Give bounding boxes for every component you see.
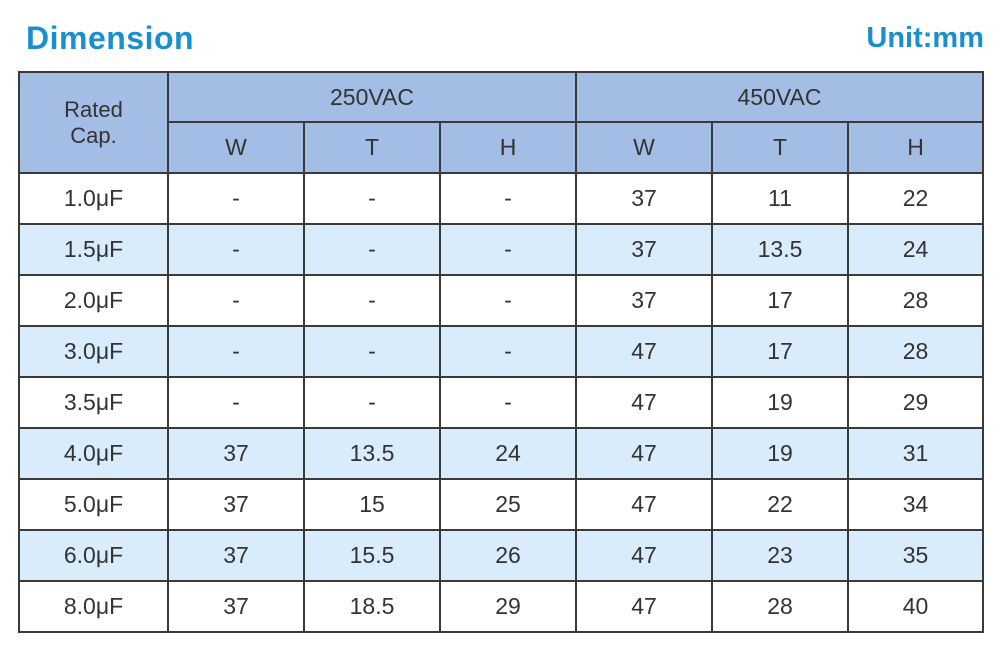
- capacitance-cell: 8.0μF: [18, 580, 169, 633]
- table-row: 4.0μF 37 13.5 24 47 19 31: [18, 427, 984, 480]
- table-cell: 24: [439, 427, 577, 480]
- table-cell: -: [167, 274, 305, 327]
- capacitance-cell: 1.0μF: [18, 172, 169, 225]
- table-cell: 24: [847, 223, 984, 276]
- capacitance-cell: 3.0μF: [18, 325, 169, 378]
- table-cell: -: [303, 376, 441, 429]
- table-cell: 29: [439, 580, 577, 633]
- table-cell: 13.5: [303, 427, 441, 480]
- table-cell: 15: [303, 478, 441, 531]
- table-cell: 22: [711, 478, 849, 531]
- table-cell: 28: [711, 580, 849, 633]
- table-cell: -: [167, 223, 305, 276]
- table-cell: 37: [575, 223, 713, 276]
- table-cell: 23: [711, 529, 849, 582]
- table-cell: 37: [167, 427, 305, 480]
- table-row: 2.0μF - - - 37 17 28: [18, 274, 984, 327]
- table-cell: -: [439, 274, 577, 327]
- rated-cap-header: Rated Cap.: [18, 71, 169, 174]
- capacitance-cell: 3.5μF: [18, 376, 169, 429]
- table-cell: -: [439, 223, 577, 276]
- table-cell: -: [439, 325, 577, 378]
- table-cell: 17: [711, 325, 849, 378]
- table-row: 1.5μF - - - 37 13.5 24: [18, 223, 984, 276]
- table-cell: 19: [711, 427, 849, 480]
- table-row: 5.0μF 37 15 25 47 22 34: [18, 478, 984, 531]
- capacitance-cell: 6.0μF: [18, 529, 169, 582]
- column-header-t: T: [711, 121, 849, 174]
- table-cell: 11: [711, 172, 849, 225]
- table-cell: 47: [575, 478, 713, 531]
- capacitance-cell: 4.0μF: [18, 427, 169, 480]
- table-cell: -: [303, 172, 441, 225]
- table-cell: 25: [439, 478, 577, 531]
- table-cell: 28: [847, 274, 984, 327]
- column-header-w: W: [167, 121, 305, 174]
- capacitance-cell: 5.0μF: [18, 478, 169, 531]
- table-cell: 47: [575, 376, 713, 429]
- table-cell: 37: [167, 580, 305, 633]
- capacitance-cell: 1.5μF: [18, 223, 169, 276]
- table-cell: 22: [847, 172, 984, 225]
- cap-label: Cap.: [70, 122, 117, 148]
- rated-label: Rated: [64, 96, 123, 122]
- table-cell: -: [167, 325, 305, 378]
- table-cell: 34: [847, 478, 984, 531]
- column-header-w: W: [575, 121, 713, 174]
- table-row: 8.0μF 37 18.5 29 47 28 40: [18, 580, 984, 633]
- table-row: 6.0μF 37 15.5 26 47 23 35: [18, 529, 984, 582]
- table-cell: 47: [575, 427, 713, 480]
- table-cell: -: [439, 172, 577, 225]
- table-cell: 13.5: [711, 223, 849, 276]
- table-cell: 19: [711, 376, 849, 429]
- table-header: Rated Cap. 250VAC 450VAC W T H W T H: [18, 71, 984, 174]
- table-cell: 47: [575, 325, 713, 378]
- table-cell: 37: [167, 478, 305, 531]
- table-cell: -: [303, 274, 441, 327]
- group-header-450vac: 450VAC: [575, 71, 984, 123]
- table-body: 1.0μF - - - 37 11 22 1.5μF - - - 37 13.5…: [18, 172, 984, 633]
- dimension-table: Rated Cap. 250VAC 450VAC W T H W T H 1.0…: [18, 71, 984, 633]
- table-cell: 35: [847, 529, 984, 582]
- table-cell: 15.5: [303, 529, 441, 582]
- page-title: Dimension: [26, 20, 195, 56]
- table-cell: -: [167, 376, 305, 429]
- table-cell: 47: [575, 580, 713, 633]
- table-cell: 40: [847, 580, 984, 633]
- table-cell: 28: [847, 325, 984, 378]
- table-cell: -: [167, 172, 305, 225]
- table-cell: -: [303, 223, 441, 276]
- column-header-h: H: [439, 121, 577, 174]
- table-cell: 37: [575, 172, 713, 225]
- table-cell: 18.5: [303, 580, 441, 633]
- table-cell: -: [439, 376, 577, 429]
- table-cell: 37: [167, 529, 305, 582]
- column-header-h: H: [847, 121, 984, 174]
- table-row: 3.5μF - - - 47 19 29: [18, 376, 984, 429]
- table-cell: -: [303, 325, 441, 378]
- table-cell: 31: [847, 427, 984, 480]
- group-header-250vac: 250VAC: [167, 71, 577, 123]
- table-row: 1.0μF - - - 37 11 22: [18, 172, 984, 225]
- table-row: 3.0μF - - - 47 17 28: [18, 325, 984, 378]
- table-cell: 29: [847, 376, 984, 429]
- table-cell: 17: [711, 274, 849, 327]
- table-cell: 37: [575, 274, 713, 327]
- table-cell: 26: [439, 529, 577, 582]
- capacitance-cell: 2.0μF: [18, 274, 169, 327]
- table-cell: 47: [575, 529, 713, 582]
- unit-label: Unit:mm: [866, 22, 984, 54]
- column-header-t: T: [303, 121, 441, 174]
